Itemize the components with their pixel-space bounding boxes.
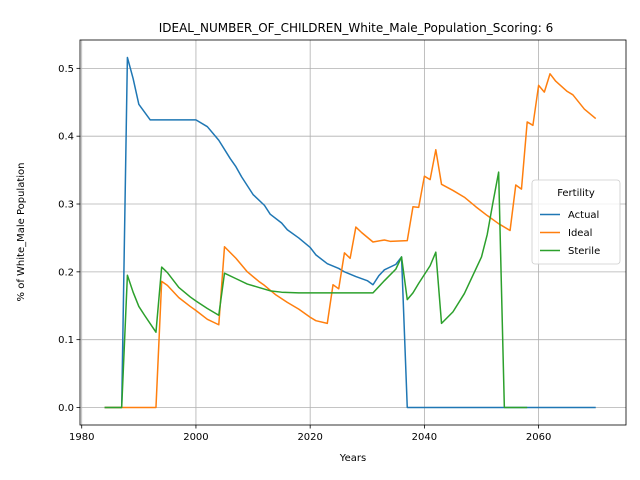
- series-line-actual: [104, 56, 596, 409]
- x-axis-title: Years: [339, 453, 366, 464]
- plot-area-frame: [79, 39, 627, 426]
- x-tick-label: 2060: [526, 432, 551, 443]
- chart-title: IDEAL_NUMBER_OF_CHILDREN_White_Male_Popu…: [159, 21, 554, 35]
- series-line-ideal: [104, 73, 597, 409]
- axes: 1980 2000 2020 2040 2060 0.0 0.1 0.2 0.3 0.4 0.5: [58, 64, 551, 443]
- y-tick-label: 0.1: [58, 335, 74, 346]
- y-tick-label: 0.4: [58, 132, 74, 143]
- legend: Fertility Actual Ideal Sterile: [531, 179, 621, 265]
- legend-label: Actual: [568, 210, 599, 221]
- x-tick-label: 2020: [297, 432, 322, 443]
- legend-label: Ideal: [568, 228, 592, 239]
- legend-title: Fertility: [557, 188, 595, 199]
- series-lines: [104, 56, 597, 409]
- y-axis-title: % of White_Male Population: [16, 163, 27, 302]
- x-tick-label: 2040: [412, 432, 437, 443]
- legend-box: [531, 179, 621, 265]
- legend-label: Sterile: [568, 246, 600, 257]
- y-tick-label: 0.5: [58, 64, 74, 75]
- y-tick-label: 0.2: [58, 267, 74, 278]
- x-tick-label: 2000: [183, 432, 208, 443]
- series-line-sterile: [104, 171, 528, 409]
- y-tick-label: 0.0: [58, 403, 74, 414]
- y-tick-label: 0.3: [58, 200, 74, 211]
- grid: [80, 40, 626, 425]
- x-tick-label: 1980: [69, 432, 94, 443]
